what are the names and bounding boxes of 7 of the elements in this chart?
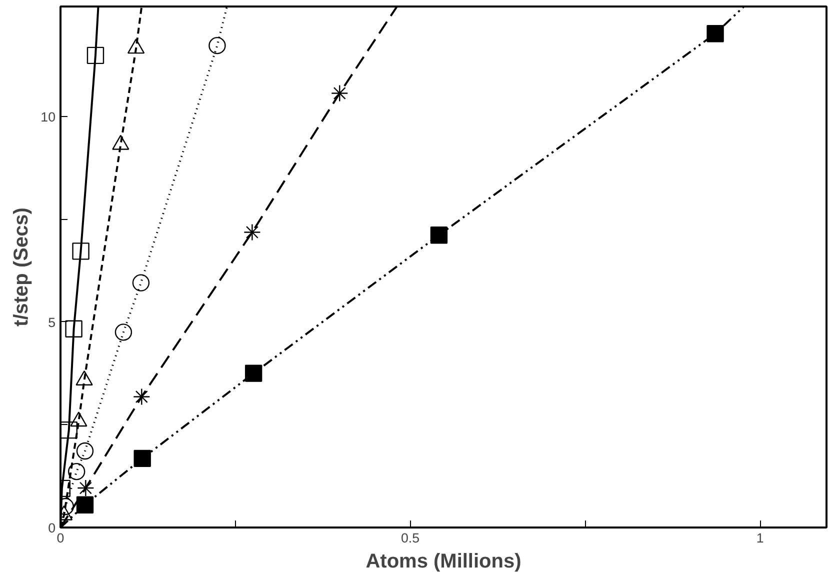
y-tick-label: 5 bbox=[48, 314, 56, 330]
y-tick-label: 10 bbox=[40, 109, 56, 124]
x-tick-label: 1 bbox=[756, 530, 764, 546]
x-axis-title: Atoms (Millions) bbox=[366, 550, 522, 572]
y-axis-title: t/step (Secs) bbox=[10, 208, 33, 326]
x-tick-label: 0.5 bbox=[401, 530, 420, 546]
y-tick-label: 0 bbox=[48, 520, 56, 536]
